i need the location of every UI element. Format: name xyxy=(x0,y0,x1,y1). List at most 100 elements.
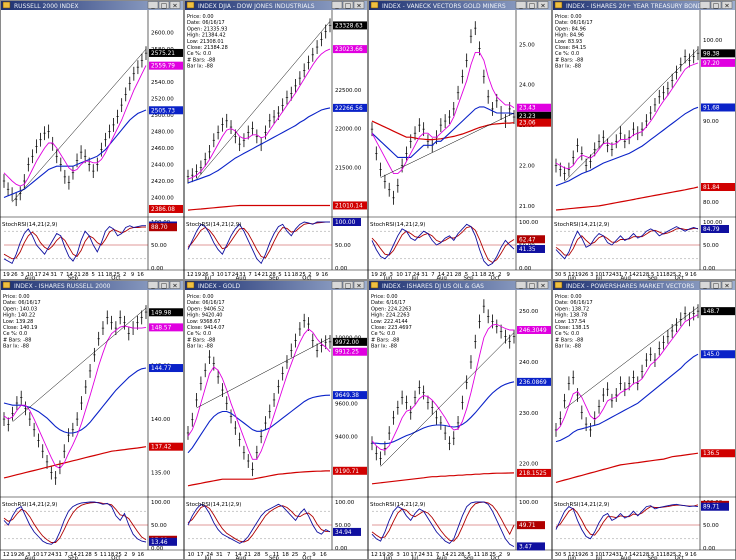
maximize-icon: □ xyxy=(713,2,719,10)
close-icon: × xyxy=(356,282,361,290)
close-button[interactable] xyxy=(169,281,181,289)
legend-line: Low: 139.28 xyxy=(3,319,33,325)
stoch-tag xyxy=(701,502,729,511)
x-tick-label: 21 xyxy=(636,552,643,558)
x-tick-label: 11 xyxy=(273,552,280,558)
legend-line: Bar Ix: -88 xyxy=(555,64,581,70)
x-tick-label: 17 xyxy=(405,272,412,278)
title-bar[interactable] xyxy=(184,280,368,290)
stoch-tick-label: 100.00 xyxy=(151,500,171,506)
x-tick-label: 10 xyxy=(403,552,410,558)
window-title: INDEX - VANECK VECTORS GOLD MINERS xyxy=(382,3,506,10)
x-tick-label: 26 xyxy=(387,552,394,558)
minimize-button[interactable] xyxy=(699,1,711,9)
minimize-button[interactable] xyxy=(147,281,159,289)
stoch-indicator-label: StochRSI(14,21(2,9) xyxy=(2,222,57,228)
stoch-tick-label: 50.00 xyxy=(703,243,719,249)
maximize-button[interactable] xyxy=(158,1,170,9)
legend-line: High: 140.22 xyxy=(3,313,35,319)
maximize-icon: □ xyxy=(161,2,167,10)
x-tick-label: 24 xyxy=(609,272,616,278)
trend-line xyxy=(380,112,515,178)
x-tick-label: 26 xyxy=(18,552,25,558)
x-tick-label: 10 xyxy=(217,272,224,278)
minimize-button[interactable] xyxy=(515,281,527,289)
x-tick-label: 9 xyxy=(312,552,315,558)
legend-line: Close: 9414.07 xyxy=(187,325,225,331)
title-bar[interactable] xyxy=(552,280,736,290)
price-tag-value: 149.98 xyxy=(151,310,172,316)
maximize-button[interactable] xyxy=(710,1,722,9)
title-bar[interactable] xyxy=(0,280,184,290)
x-tick-label: 26 xyxy=(582,552,589,558)
x-tick-label: 25 xyxy=(488,272,495,278)
minimize-button[interactable] xyxy=(147,1,159,9)
maximize-icon: □ xyxy=(529,282,535,290)
close-button[interactable] xyxy=(537,1,549,9)
chart-window-3[interactable]: INDEX - VANECK VECTORS GOLD MINERS _ □ × 25.… xyxy=(368,0,552,280)
legend-line: Close: 140.19 xyxy=(3,325,37,331)
x-tick-label: 28 xyxy=(458,552,465,558)
x-tick-label: 18 xyxy=(481,552,488,558)
chart-window-7[interactable]: INDEX - ISHARES DJ US OIL & GAS _ □ × 250.00… xyxy=(368,280,552,560)
legend-line: Date: 06/16/17 xyxy=(3,300,41,306)
stoch-k-line xyxy=(555,226,699,260)
title-bar[interactable] xyxy=(184,0,368,10)
minimize-button[interactable] xyxy=(699,281,711,289)
x-tick-label: 14 xyxy=(66,272,73,278)
y-tick-label: 140.00 xyxy=(151,417,171,423)
close-button[interactable] xyxy=(353,281,365,289)
x-tick-label: 21 xyxy=(262,272,269,278)
close-button[interactable] xyxy=(721,281,733,289)
price-tag-value: 98.38 xyxy=(703,51,720,57)
price-tag-value: 236.0869 xyxy=(519,380,547,386)
maximize-button[interactable] xyxy=(342,1,354,9)
x-tick-label: 28 xyxy=(85,552,92,558)
y-tick-label: 2540.00 xyxy=(151,80,174,86)
maximize-button[interactable] xyxy=(526,281,538,289)
legend-line: Ce %: 0.0 xyxy=(3,331,27,337)
ma-long-line xyxy=(3,446,147,479)
title-bar[interactable] xyxy=(368,0,552,10)
price-tag-value: 23.23 xyxy=(519,114,536,120)
chart-window-6[interactable]: INDEX - GOLD_□×10000.009600.009400.00920… xyxy=(184,280,368,560)
price-tag xyxy=(517,111,551,120)
maximize-button[interactable] xyxy=(710,281,722,289)
close-button[interactable] xyxy=(353,1,365,9)
chart-window-2[interactable]: INDEX DJIA - DOW JONES INDUSTRIALS_□×230… xyxy=(184,0,368,280)
title-bar[interactable] xyxy=(368,280,552,290)
x-tick-label: 2 xyxy=(124,552,127,558)
chart-window-4[interactable]: INDEX - ISHARES 20+ YEAR TREASURY BOND _ □… xyxy=(552,0,736,280)
legend-line: # Bars: -88 xyxy=(555,57,583,63)
title-bar[interactable] xyxy=(552,0,736,10)
stoch-tag-value: 34.94 xyxy=(335,530,352,536)
chart-window-1[interactable]: RUSSELL 2000 INDEX_□×2600.002580.002560.… xyxy=(0,0,184,280)
close-button[interactable] xyxy=(169,1,181,9)
price-tag xyxy=(333,466,367,475)
maximize-button[interactable] xyxy=(158,281,170,289)
price-tag xyxy=(149,106,183,115)
title-bar[interactable] xyxy=(0,0,184,10)
maximize-button[interactable] xyxy=(526,1,538,9)
stoch-d-line xyxy=(187,221,330,259)
close-button[interactable] xyxy=(537,281,549,289)
close-button[interactable] xyxy=(721,1,733,9)
x-tick-label: 10 xyxy=(33,552,40,558)
maximize-button[interactable] xyxy=(342,281,354,289)
x-tick-label: 21 xyxy=(446,272,453,278)
stoch-tag-value: 62.47 xyxy=(519,237,536,243)
chart-window-5[interactable]: INDEX - ISHARES RUSSELL 2000_□×145.00140… xyxy=(0,280,184,560)
minimize-button[interactable] xyxy=(331,1,343,9)
x-tick-label: 16 xyxy=(137,272,144,278)
minimize-button[interactable] xyxy=(515,1,527,9)
trend-line xyxy=(12,307,147,422)
month-label: Jul xyxy=(595,556,602,560)
x-tick-label: 19 xyxy=(194,272,201,278)
legend-line: Ce %: 0.0 xyxy=(371,331,395,337)
stoch-tag xyxy=(517,235,545,244)
month-label: Jun xyxy=(567,276,576,281)
month-label: Jul xyxy=(411,556,418,560)
minimize-button[interactable] xyxy=(331,281,343,289)
stoch-tick-label: 0.00 xyxy=(335,546,348,552)
chart-window-8[interactable]: INDEX - POWERSHARES MARKET VECTORS _ □ × 10 0… xyxy=(552,280,736,560)
